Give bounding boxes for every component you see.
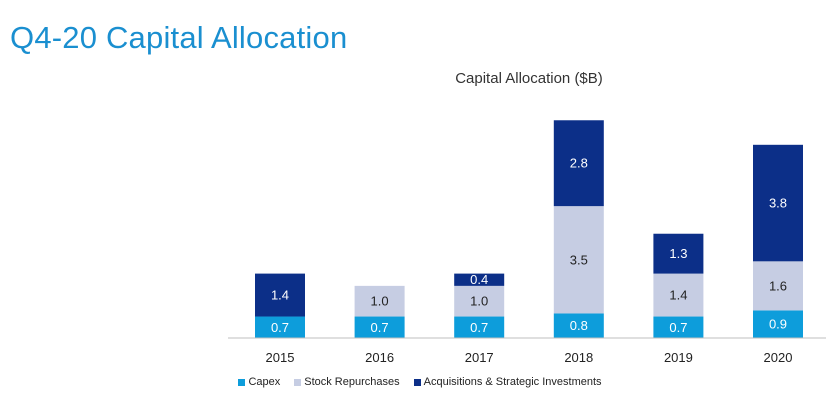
bar-acquisitions-strategic-investments-2020: [753, 144, 803, 262]
data-label-acquisitions-strategic-investments-2020: 3.8: [769, 196, 787, 211]
legend: Capex Stock Repurchases Acquisitions & S…: [0, 376, 840, 388]
legend-label-stock-repurchases: Stock Repurchases: [304, 376, 400, 388]
x-tick-labels: 2015 2016 2017 2018 2019 2020: [266, 350, 793, 365]
data-label-acquisitions-strategic-investments-2018: 2.8: [570, 156, 588, 171]
data-label-stock-repurchases-2017: 1.0: [470, 294, 488, 309]
legend-item-capex: Capex: [238, 376, 280, 388]
data-label-acquisitions-strategic-investments-2019: 1.3: [669, 246, 687, 261]
legend-item-stock-repurchases: Stock Repurchases: [294, 376, 400, 388]
data-label-capex-2019: 0.7: [669, 320, 687, 335]
legend-swatch-capex: [238, 378, 246, 386]
data-label-capex-2016: 0.7: [371, 320, 389, 335]
bar-capex-2018: [553, 313, 604, 338]
bar-acquisitions-strategic-investments-2015: [255, 273, 305, 317]
data-label-capex-2015: 0.7: [271, 320, 289, 335]
data-label-acquisitions-strategic-investments-2017: 0.4: [470, 272, 488, 287]
bar-capex-2016: [354, 316, 405, 338]
legend-label-acquisitions: Acquisitions & Strategic Investments: [423, 376, 602, 388]
data-label-stock-repurchases-2020: 1.6: [769, 278, 787, 293]
data-label-stock-repurchases-2019: 1.4: [669, 288, 687, 303]
legend-label-capex: Capex: [248, 376, 281, 388]
bar-capex-2015: [255, 316, 305, 338]
bar-acquisitions-strategic-investments-2019: [653, 233, 704, 274]
bar-stock-repurchases-2017: [454, 285, 505, 317]
bar-stock-repurchases-2019: [653, 273, 704, 317]
legend-swatch-stock-repurchases: [294, 378, 302, 386]
bar-stock-repurchases-2016: [354, 285, 405, 317]
bar-capex-2017: [454, 316, 505, 338]
bar-stock-repurchases-2018: [553, 206, 604, 314]
legend-item-acquisitions: Acquisitions & Strategic Investments: [413, 376, 602, 388]
chart-title: Capital Allocation ($B): [455, 70, 603, 87]
x-tick-2015: 2015: [266, 350, 295, 365]
bar-stock-repurchases-2020: [753, 261, 803, 311]
legend-swatch-acquisitions: [413, 378, 421, 386]
bar-acquisitions-strategic-investments-2018: [553, 120, 604, 207]
x-tick-2020: 2020: [764, 350, 793, 365]
data-label-capex-2018: 0.8: [570, 318, 588, 333]
data-label-capex-2017: 0.7: [470, 320, 488, 335]
data-label-stock-repurchases-2018: 3.5: [570, 252, 588, 267]
data-label-acquisitions-strategic-investments-2015: 1.4: [271, 288, 289, 303]
bar-capex-2020: [753, 310, 803, 338]
x-tick-2017: 2017: [465, 350, 494, 365]
bar-group: 0.7 1.4 0.7 1.0 0.7 1.0 0.4 0.8 3.5 2.8 0.7 1.4 1.3 0…: [255, 120, 803, 338]
x-tick-2018: 2018: [564, 350, 593, 365]
bar-capex-2019: [653, 316, 704, 338]
bar-acquisitions-strategic-investments-2017: [454, 273, 505, 286]
x-tick-2016: 2016: [365, 350, 394, 365]
data-label-capex-2020: 0.9: [769, 317, 787, 332]
data-label-stock-repurchases-2016: 1.0: [371, 294, 389, 309]
x-tick-2019: 2019: [664, 350, 693, 365]
page-title: Q4-20 Capital Allocation: [10, 20, 348, 55]
